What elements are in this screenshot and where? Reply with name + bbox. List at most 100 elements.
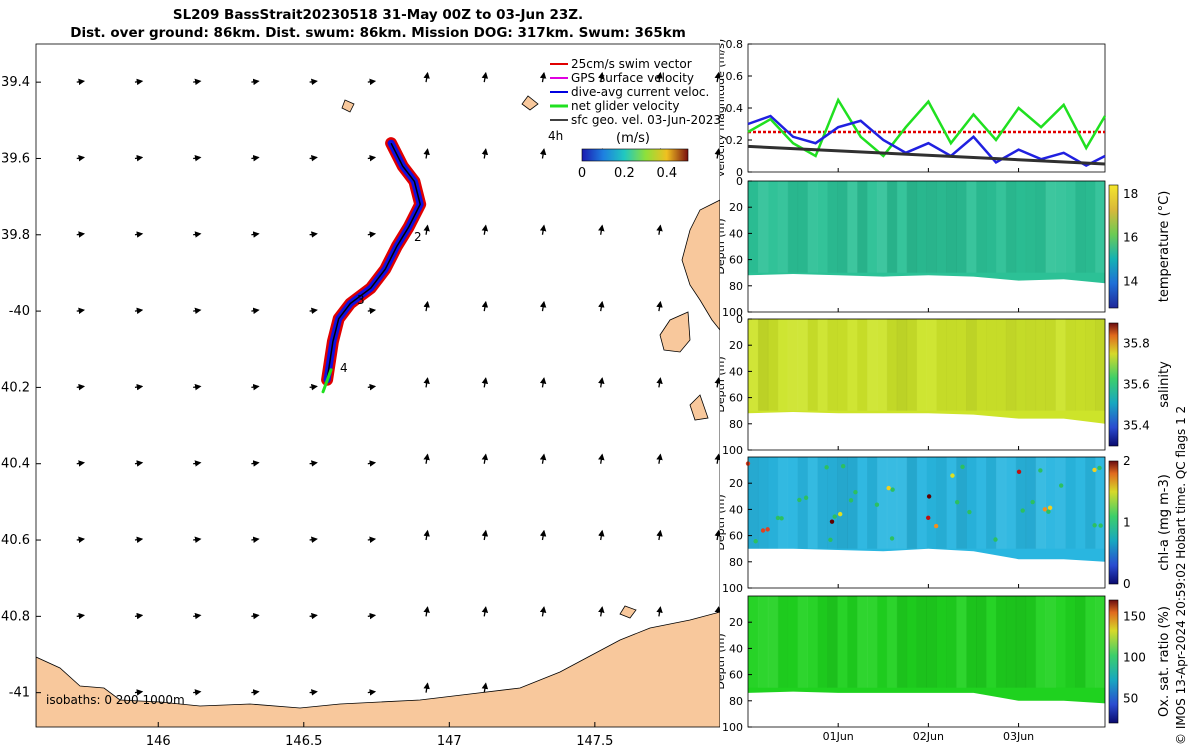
salinity-band — [886, 319, 898, 411]
chla-band — [748, 457, 759, 549]
chla-band — [827, 457, 838, 549]
salinity-band — [1035, 319, 1046, 411]
oxygen-band — [788, 596, 798, 688]
temperature-band — [1045, 181, 1056, 273]
chla-sample — [993, 537, 998, 542]
current-vector — [193, 536, 202, 543]
current-vector — [598, 71, 605, 83]
current-vector — [309, 689, 318, 696]
land-island-small — [689, 394, 709, 421]
oxygen-band — [1035, 596, 1046, 688]
salinity-band — [896, 319, 908, 411]
map-colorbar-tick-label: 0 — [578, 166, 586, 181]
current-vector — [481, 71, 489, 83]
map-chart: 146 146.5 147 147.5 39.439.639.8-4040.240.4… — [1, 43, 720, 749]
chla-sample — [890, 487, 895, 492]
chla-band — [927, 457, 937, 549]
temperature-band — [1035, 181, 1046, 273]
current-vector — [714, 71, 720, 83]
current-vector — [367, 536, 377, 543]
temperature-y-tick-label: 0 — [736, 175, 743, 188]
temperature-field — [748, 181, 1105, 284]
current-vector — [309, 154, 318, 162]
oxygen-band — [976, 596, 987, 688]
chla-sample — [960, 464, 965, 470]
salinity-band — [1016, 319, 1026, 411]
chla-band — [1075, 457, 1085, 549]
chla-sample — [837, 511, 843, 517]
current-vector — [367, 231, 377, 238]
temperature-colorbar-tick-label: 14 — [1123, 275, 1138, 289]
chla-colorbar-tick-label: 0 — [1123, 577, 1131, 591]
legend-sfc-geo: sfc geo. vel. 03-Jun-2023 — [571, 113, 720, 127]
salinity-band — [876, 319, 888, 411]
temperature-band — [847, 181, 858, 273]
oxygen-band — [837, 596, 848, 688]
chla-sample — [1092, 523, 1097, 528]
chla-band — [1055, 457, 1066, 549]
chla-sample — [886, 485, 891, 491]
chla-y-tick-label: 40 — [729, 503, 743, 516]
chla-band — [777, 457, 789, 549]
salinity-field — [748, 319, 1105, 424]
temperature-panel: 0 20 40 60 80 100 Depth (m) 18 16 14 temperature (… — [720, 175, 1172, 319]
temperature-colorbar — [1108, 184, 1119, 309]
x-tick-label: 02Jun — [913, 730, 944, 743]
map-colorbar-tick-label: 0.2 — [614, 166, 635, 181]
salinity-band — [827, 319, 837, 411]
current-vector — [193, 307, 202, 315]
chla-band — [917, 457, 927, 549]
current-vector — [481, 453, 489, 464]
oxygen-band — [1065, 596, 1075, 688]
map-frame — [35, 43, 720, 728]
salinity-colorbar-tick-label: 35.4 — [1123, 419, 1150, 433]
current-vector — [423, 377, 430, 388]
chla-y-label: Depth (m) — [720, 494, 727, 550]
current-vector — [251, 307, 260, 315]
chla-sample — [829, 519, 835, 524]
current-vector — [76, 460, 86, 467]
chla-sample — [848, 498, 854, 503]
map-y-tick-label: 40.8 — [1, 609, 30, 624]
oxygen-band — [966, 596, 977, 688]
current-vector — [309, 231, 318, 238]
salinity-y-tick-label: 80 — [729, 418, 743, 431]
current-vector — [656, 71, 663, 83]
temperature-band — [797, 181, 808, 273]
oxygen-colorbar-label: Ox. sat. ratio (%) — [1157, 606, 1172, 717]
oxygen-y-tick-label: 60 — [729, 669, 743, 682]
salinity-band — [807, 319, 818, 411]
current-vector — [656, 606, 663, 617]
current-vector — [481, 377, 489, 388]
velocity-y-tick-label: 0.4 — [726, 102, 744, 115]
chla-y-tick-label: 20 — [729, 477, 743, 490]
chla-sample — [1016, 469, 1022, 475]
salinity-frame — [747, 318, 1106, 451]
chla-y-tick-label: 80 — [729, 556, 743, 569]
legend-dive-avg: dive-avg current veloc. — [571, 85, 709, 99]
salinity-band — [926, 319, 937, 411]
oxygen-band — [1055, 596, 1065, 688]
salinity-band — [767, 319, 779, 411]
oxygen-band — [778, 596, 788, 688]
temperature-band — [857, 181, 868, 273]
oxygen-band — [936, 596, 946, 688]
oxygen-band — [986, 596, 996, 688]
chla-sample — [824, 465, 829, 470]
current-vector — [193, 231, 202, 238]
chla-colorbar — [1108, 460, 1119, 585]
temperature-band — [827, 181, 838, 273]
temperature-y-tick-label: 60 — [729, 254, 743, 267]
salinity-band — [867, 319, 878, 411]
oxygen-band — [877, 596, 887, 688]
oxygen-band — [1075, 596, 1086, 688]
isobath-note: isobaths: 0 200 1000m — [46, 693, 185, 707]
chla-y-tick-label: 100 — [722, 582, 743, 595]
temperature-y-tick-label: 80 — [729, 280, 743, 293]
salinity-band — [857, 319, 867, 411]
chla-band — [956, 457, 967, 549]
x-tick-label: 03Jun — [1003, 730, 1034, 743]
chla-sample — [1058, 483, 1064, 488]
chla-sample — [828, 537, 833, 542]
current-vector — [193, 612, 202, 620]
